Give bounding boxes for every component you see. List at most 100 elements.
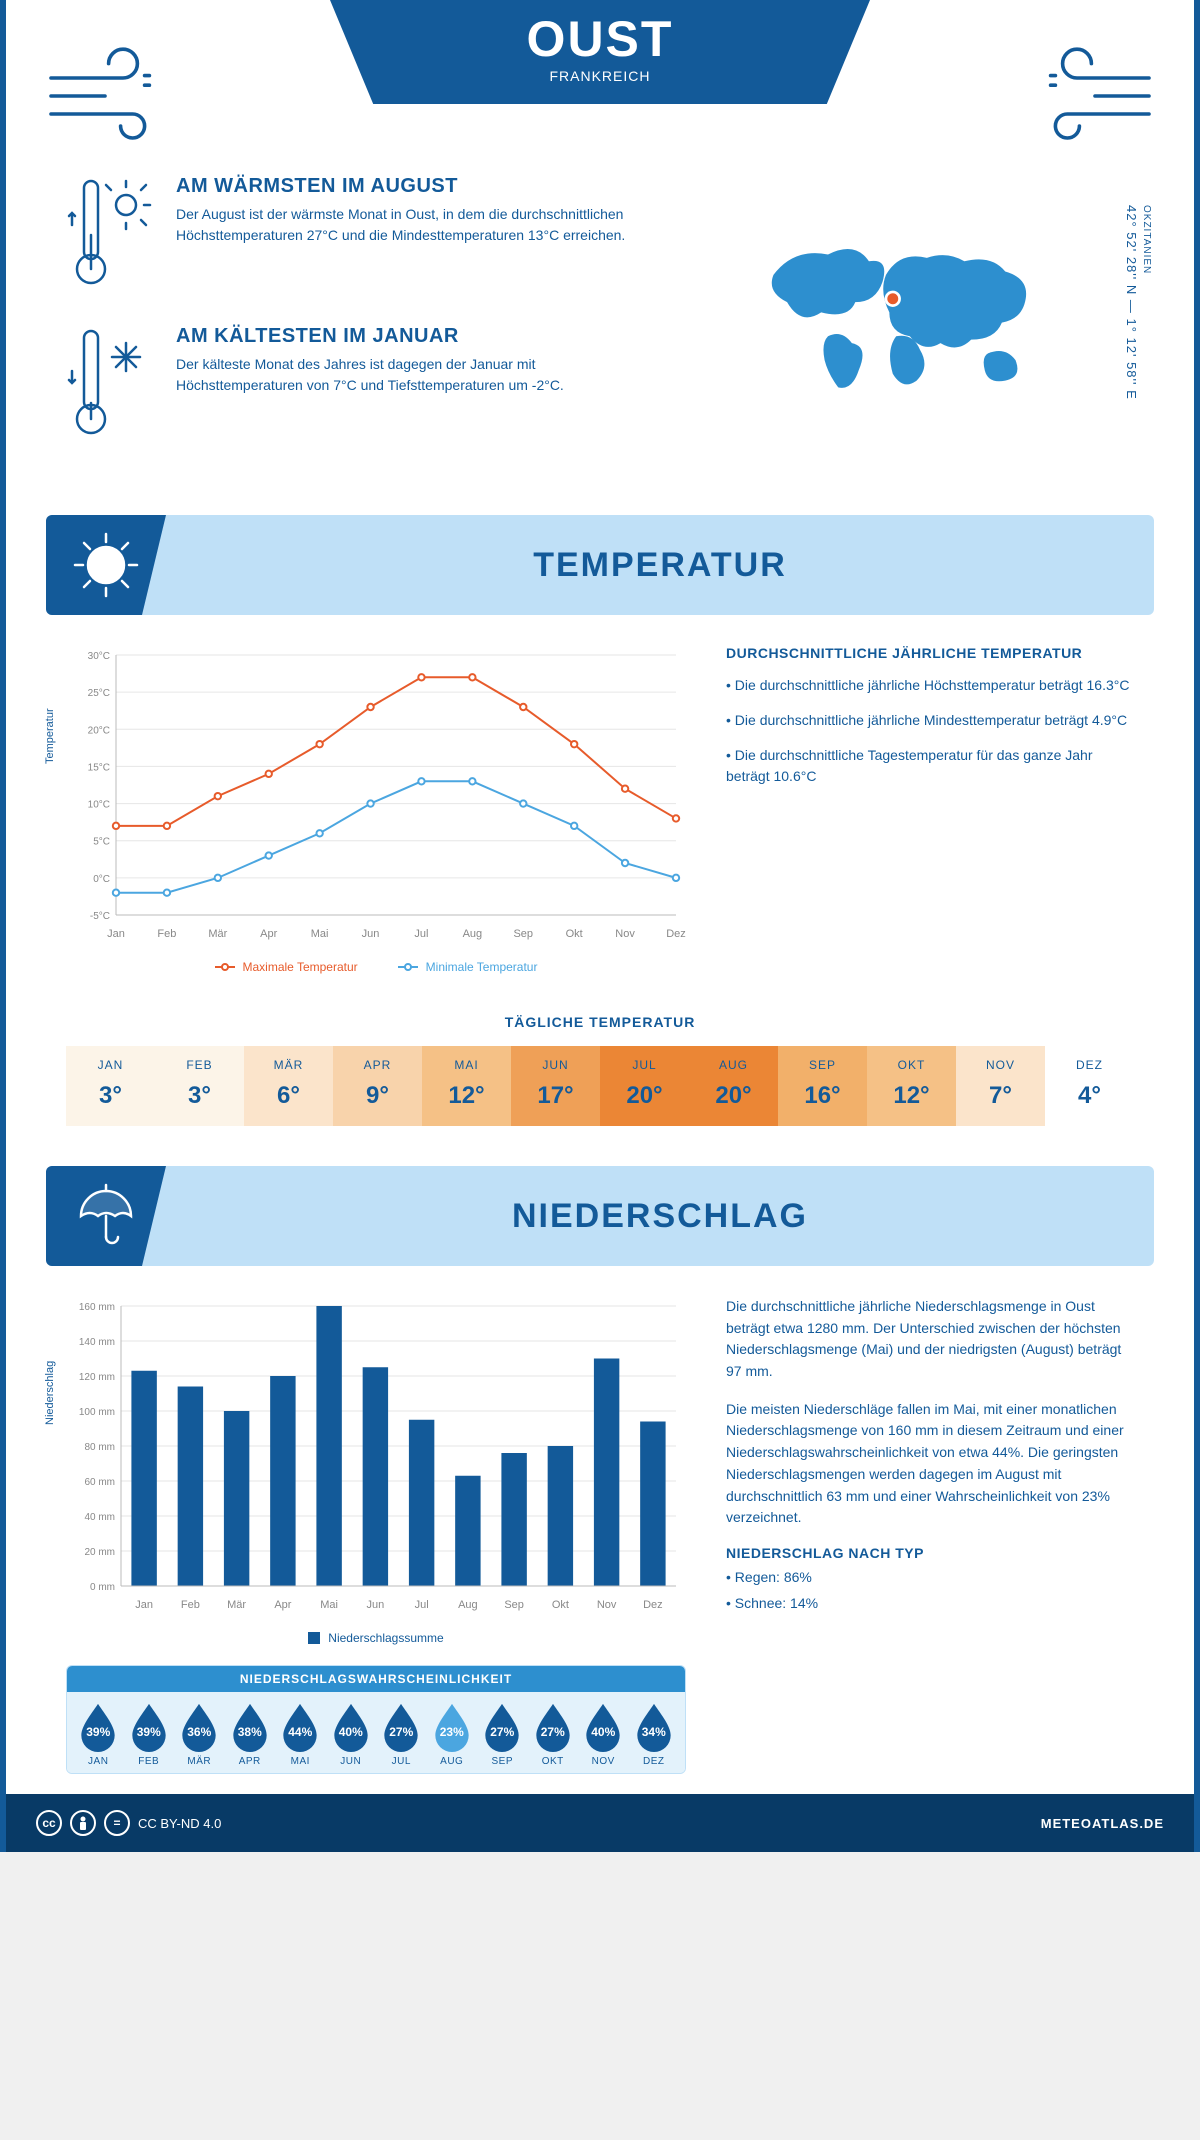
precip-bytype-heading: NIEDERSCHLAG NACH TYP	[726, 1545, 1134, 1561]
sun-icon	[46, 515, 166, 615]
daily-cell: JUL20°	[600, 1046, 689, 1126]
precip-ylabel: Niederschlag	[44, 1360, 56, 1424]
daily-cell: MÄR6°	[244, 1046, 333, 1126]
svg-text:Mär: Mär	[227, 1599, 246, 1611]
precip-bytype-1: • Regen: 86%	[726, 1567, 1134, 1589]
coordinates: OKZITANIEN 42° 52' 28'' N — 1° 12' 58'' …	[1124, 205, 1154, 400]
svg-text:Jan: Jan	[107, 928, 125, 940]
daily-cell: SEP16°	[778, 1046, 867, 1126]
precip-bytype-2: • Schnee: 14%	[726, 1593, 1134, 1615]
thermometer-snow-icon	[66, 325, 156, 450]
svg-text:Nov: Nov	[597, 1599, 617, 1611]
warmest-text: Der August ist der wärmste Monat in Oust…	[176, 204, 631, 246]
svg-text:Okt: Okt	[552, 1599, 569, 1611]
precip-row: Niederschlag 0 mm20 mm40 mm60 mm80 mm100…	[6, 1296, 1194, 1794]
region-label: OKZITANIEN	[1141, 205, 1152, 274]
license-text: CC BY-ND 4.0	[138, 1816, 221, 1831]
prob-drops: 39% JAN 39% FEB 36% MÄR 38% APR	[67, 1692, 685, 1773]
daily-cell: AUG20°	[689, 1046, 778, 1126]
coords-text: 42° 52' 28'' N — 1° 12' 58'' E	[1124, 205, 1139, 400]
prob-heading: NIEDERSCHLAGSWAHRSCHEINLICHKEIT	[67, 1666, 685, 1692]
nd-icon: =	[104, 1810, 130, 1836]
svg-text:0°C: 0°C	[93, 874, 110, 885]
prob-drop: 40% NOV	[578, 1702, 629, 1767]
coldest-fact: AM KÄLTESTEN IM JANUAR Der kälteste Mona…	[66, 325, 631, 450]
svg-text:40 mm: 40 mm	[84, 1512, 115, 1523]
temp-ylabel: Temperatur	[44, 708, 56, 764]
svg-text:Apr: Apr	[274, 1599, 291, 1611]
svg-text:Sep: Sep	[513, 928, 533, 940]
svg-text:Jun: Jun	[362, 928, 380, 940]
svg-text:20 mm: 20 mm	[84, 1547, 115, 1558]
svg-text:60 mm: 60 mm	[84, 1477, 115, 1488]
warmest-heading: AM WÄRMSTEN IM AUGUST	[176, 175, 631, 198]
svg-text:Nov: Nov	[615, 928, 635, 940]
prob-drop: 44% MAI	[275, 1702, 326, 1767]
svg-text:20°C: 20°C	[88, 725, 110, 736]
svg-text:160 mm: 160 mm	[79, 1302, 115, 1313]
svg-text:Aug: Aug	[463, 928, 483, 940]
svg-text:Jul: Jul	[415, 1599, 429, 1611]
title-banner: OUST FRANKREICH	[330, 0, 870, 104]
svg-text:120 mm: 120 mm	[79, 1372, 115, 1383]
precip-text-2: Die meisten Niederschläge fallen im Mai,…	[726, 1399, 1134, 1529]
precip-legend: Niederschlagssumme	[66, 1631, 686, 1645]
temperature-chart: Temperatur -5°C0°C5°C10°C15°C20°C25°C30°…	[66, 645, 686, 950]
prob-drop: 39% JAN	[73, 1702, 124, 1767]
warmest-fact: AM WÄRMSTEN IM AUGUST Der August ist der…	[66, 175, 631, 300]
prob-drop: 38% APR	[225, 1702, 276, 1767]
prob-drop: 27% JUL	[376, 1702, 427, 1767]
svg-text:Jan: Jan	[135, 1599, 153, 1611]
avg-b3: • Die durchschnittliche Tagestemperatur …	[726, 745, 1134, 787]
svg-text:Mai: Mai	[320, 1599, 338, 1611]
svg-text:Mär: Mär	[208, 928, 227, 940]
svg-text:100 mm: 100 mm	[79, 1407, 115, 1418]
wind-icon-left	[36, 30, 186, 155]
world-map-icon	[753, 234, 1053, 416]
coldest-text: Der kälteste Monat des Jahres ist dagege…	[176, 354, 631, 396]
prob-drop: 36% MÄR	[174, 1702, 225, 1767]
page-subtitle: FRANKREICH	[330, 68, 870, 84]
temperature-heading: TEMPERATUR	[166, 546, 1154, 585]
umbrella-icon	[46, 1166, 166, 1266]
precip-chart: Niederschlag 0 mm20 mm40 mm60 mm80 mm100…	[66, 1296, 686, 1621]
prob-drop: 40% JUN	[326, 1702, 377, 1767]
svg-text:Apr: Apr	[260, 928, 277, 940]
thermometer-sun-icon	[66, 175, 156, 300]
prob-drop: 23% AUG	[427, 1702, 478, 1767]
svg-text:25°C: 25°C	[88, 688, 110, 699]
svg-text:80 mm: 80 mm	[84, 1442, 115, 1453]
daily-cell: FEB3°	[155, 1046, 244, 1126]
svg-text:30°C: 30°C	[88, 651, 110, 662]
temperature-legend: Maximale Temperatur Minimale Temperatur	[66, 960, 686, 974]
svg-text:Jul: Jul	[414, 928, 428, 940]
precip-heading: NIEDERSCHLAG	[166, 1197, 1154, 1236]
precip-section-header: NIEDERSCHLAG	[46, 1166, 1154, 1266]
prob-drop: 27% OKT	[528, 1702, 579, 1767]
page: OUST FRANKREICH	[0, 0, 1200, 1852]
top-info: AM WÄRMSTEN IM AUGUST Der August ist der…	[6, 165, 1194, 505]
svg-text:10°C: 10°C	[88, 800, 110, 811]
temperature-averages: DURCHSCHNITTLICHE JÄHRLICHE TEMPERATUR •…	[726, 645, 1134, 974]
svg-text:15°C: 15°C	[88, 762, 110, 773]
prob-drop: 27% SEP	[477, 1702, 528, 1767]
daily-cell: APR9°	[333, 1046, 422, 1126]
license: cc = CC BY-ND 4.0	[36, 1810, 221, 1836]
svg-text:Aug: Aug	[458, 1599, 478, 1611]
svg-text:5°C: 5°C	[93, 837, 110, 848]
svg-text:Okt: Okt	[566, 928, 583, 940]
svg-text:Dez: Dez	[643, 1599, 663, 1611]
prob-drop: 39% FEB	[124, 1702, 175, 1767]
svg-text:Dez: Dez	[666, 928, 686, 940]
precip-text-1: Die durchschnittliche jährliche Niedersc…	[726, 1296, 1134, 1383]
footer: cc = CC BY-ND 4.0 METEOATLAS.DE	[6, 1794, 1194, 1852]
avg-b2: • Die durchschnittliche jährliche Mindes…	[726, 710, 1134, 731]
svg-text:Feb: Feb	[157, 928, 176, 940]
daily-cell: MAI12°	[422, 1046, 511, 1126]
legend-min: Minimale Temperatur	[426, 960, 538, 974]
temperature-row: Temperatur -5°C0°C5°C10°C15°C20°C25°C30°…	[6, 645, 1194, 994]
daily-cell: NOV7°	[956, 1046, 1045, 1126]
precip-probability-box: NIEDERSCHLAGSWAHRSCHEINLICHKEIT 39% JAN …	[66, 1665, 686, 1774]
precip-legend-label: Niederschlagssumme	[328, 1631, 443, 1645]
wind-icon-right	[1014, 30, 1164, 155]
